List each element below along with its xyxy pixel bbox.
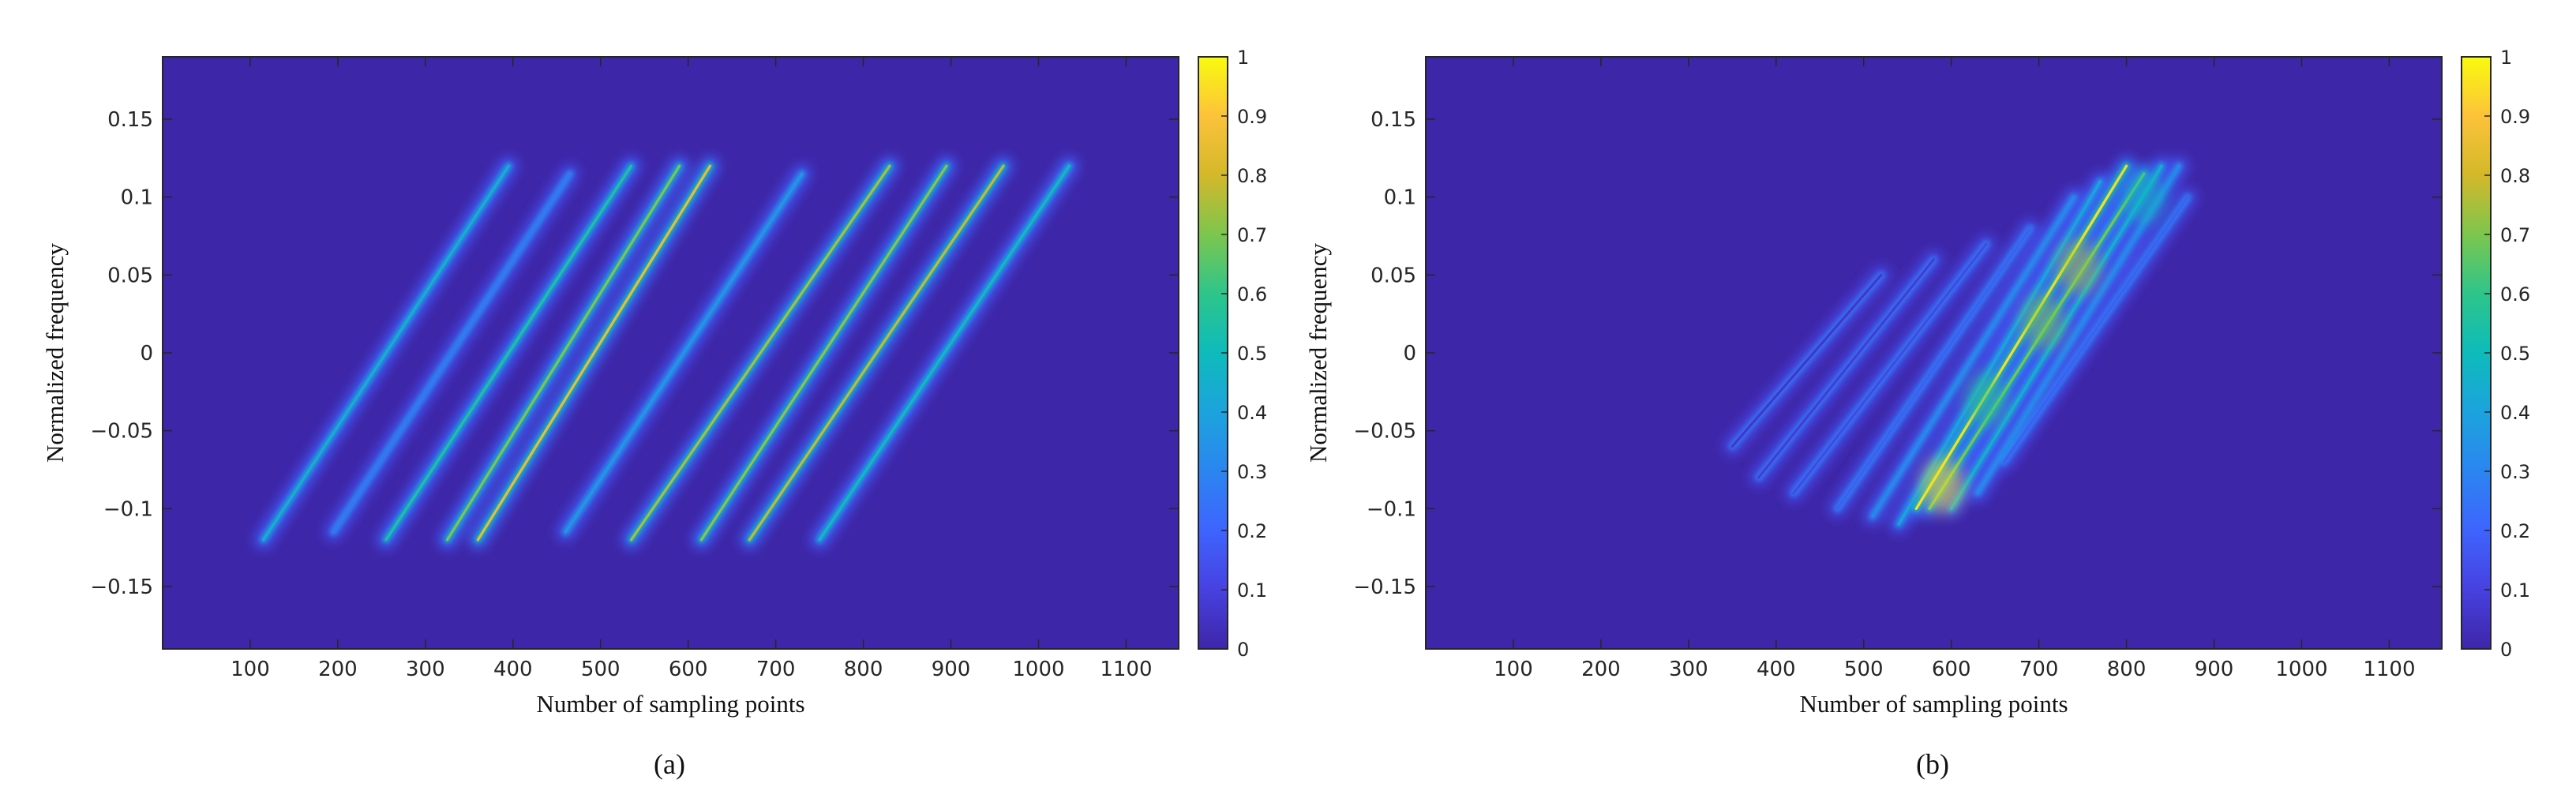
- ridge: [1835, 227, 2032, 510]
- ridge: [332, 172, 572, 534]
- hotspot: [2123, 170, 2165, 224]
- x-tick-label: 400: [1757, 658, 1796, 681]
- y-tick-label: −0.1: [1367, 497, 1416, 521]
- colorbar-tick-label: 0.5: [1237, 343, 1267, 365]
- ridge: [384, 164, 633, 542]
- colorbar-tick-label: 0.3: [2500, 461, 2530, 483]
- ridge: [818, 164, 1071, 542]
- hotspot: [2023, 294, 2064, 349]
- y-tick-label: 0: [140, 342, 153, 366]
- ridge: [261, 164, 510, 542]
- ridge: [1757, 257, 1936, 479]
- ridge: [629, 164, 891, 542]
- ridge: [1914, 164, 2128, 510]
- ridge: [1730, 273, 1883, 448]
- y-tick-label: −0.1: [103, 497, 153, 521]
- ridge: [564, 172, 804, 534]
- y-tick-label: 0.05: [1370, 264, 1416, 287]
- colorbar-tick-label: 0.4: [1237, 402, 1267, 424]
- y-tick-label: 0.15: [1370, 108, 1416, 132]
- heatmap-marks: [1723, 156, 2198, 534]
- x-tick-label: 700: [756, 658, 796, 681]
- colorbar-tick-label: 1: [2500, 47, 2512, 69]
- ridge: [748, 164, 1005, 542]
- y-tick-label: −0.15: [1353, 575, 1416, 599]
- colorbar-tick-label: 0.9: [2500, 106, 2530, 128]
- chart-panel: 100 200 300 400 500 600 700 800 900 1000 1100−0.15…: [41, 47, 1267, 780]
- x-tick-label: 900: [932, 658, 971, 681]
- colorbar-tick-label: 0.2: [2500, 520, 2530, 542]
- ridge-core-layer: [261, 164, 1071, 542]
- x-tick-label: 800: [2107, 658, 2147, 681]
- x-tick-label: 500: [1844, 658, 1884, 681]
- y-tick-label: 0.1: [121, 186, 153, 210]
- colorbar-tick-label: 0: [2500, 639, 2512, 661]
- y-tick-label: 0: [1403, 342, 1416, 366]
- x-tick-label: 900: [2195, 658, 2234, 681]
- x-tick-label: 200: [318, 658, 358, 681]
- x-axis-label: Number of sampling points: [536, 690, 804, 718]
- x-tick-label: 200: [1581, 658, 1621, 681]
- colorbar-tick-label: 0.6: [2500, 283, 2530, 306]
- ridge: [445, 164, 681, 542]
- colorbar-tick-label: 0.6: [1237, 283, 1267, 306]
- y-tick-label: −0.05: [90, 420, 153, 444]
- colorbar-tick-label: 0.3: [1237, 461, 1267, 483]
- colorbar-tick-label: 0.8: [2500, 165, 2530, 187]
- heatmap-marks: [253, 156, 1079, 549]
- panel-label: (a): [654, 748, 685, 780]
- y-tick-label: 0.1: [1384, 186, 1416, 210]
- x-tick-label: 300: [1669, 658, 1708, 681]
- y-tick-label: 0.15: [107, 108, 153, 132]
- colorbar-tick-label: 1: [1237, 47, 1249, 69]
- y-tick-label: −0.05: [1353, 420, 1416, 444]
- x-axis-label: Number of sampling points: [1799, 690, 2068, 718]
- ridge: [2002, 196, 2189, 463]
- ridge: [1871, 196, 2075, 518]
- x-tick-label: 100: [231, 658, 270, 681]
- x-tick-label: 300: [406, 658, 445, 681]
- x-tick-label: 100: [1494, 658, 1533, 681]
- colorbar-tick-label: 0.9: [1237, 106, 1267, 128]
- plot-background: [163, 57, 1179, 649]
- x-tick-label: 600: [1932, 658, 1971, 681]
- colorbar-tick-label: 0.7: [2500, 224, 2530, 246]
- ridge: [699, 164, 948, 542]
- colorbar-tick-label: 0.4: [2500, 402, 2530, 424]
- x-tick-label: 1100: [2363, 658, 2415, 681]
- x-tick-label: 1000: [1012, 658, 1064, 681]
- ridge: [1792, 242, 1988, 495]
- y-tick-label: 0.05: [107, 264, 153, 287]
- hotspot: [1966, 373, 2008, 427]
- colorbar-tick-label: 0: [1237, 639, 1249, 661]
- colorbar-tick-label: 0.2: [1237, 520, 1267, 542]
- y-axis-label: Normalized frequency: [41, 243, 69, 463]
- colorbar-tick-label: 0.1: [1237, 579, 1267, 602]
- colorbar-tick-label: 0.1: [2500, 579, 2530, 602]
- x-tick-label: 400: [493, 658, 533, 681]
- hotspot: [1922, 458, 1963, 512]
- x-tick-label: 500: [581, 658, 621, 681]
- colorbar-tick-label: 0.8: [1237, 165, 1267, 187]
- x-tick-label: 800: [844, 658, 883, 681]
- ridge: [476, 164, 712, 542]
- chart-panel: 100 200 300 400 500 600 700 800 900 1000 1100−0.15…: [1304, 47, 2530, 780]
- x-tick-label: 1100: [1100, 658, 1152, 681]
- y-tick-label: −0.15: [90, 575, 153, 599]
- x-tick-label: 600: [669, 658, 708, 681]
- y-axis-label: Normalized frequency: [1304, 243, 1332, 463]
- x-tick-label: 700: [2019, 658, 2059, 681]
- x-tick-label: 1000: [2275, 658, 2327, 681]
- panel-label: (b): [1916, 748, 1949, 780]
- colorbar-tick-label: 0.7: [1237, 224, 1267, 246]
- colorbar-tick-label: 0.5: [2500, 343, 2530, 365]
- hotspot: [2057, 240, 2099, 294]
